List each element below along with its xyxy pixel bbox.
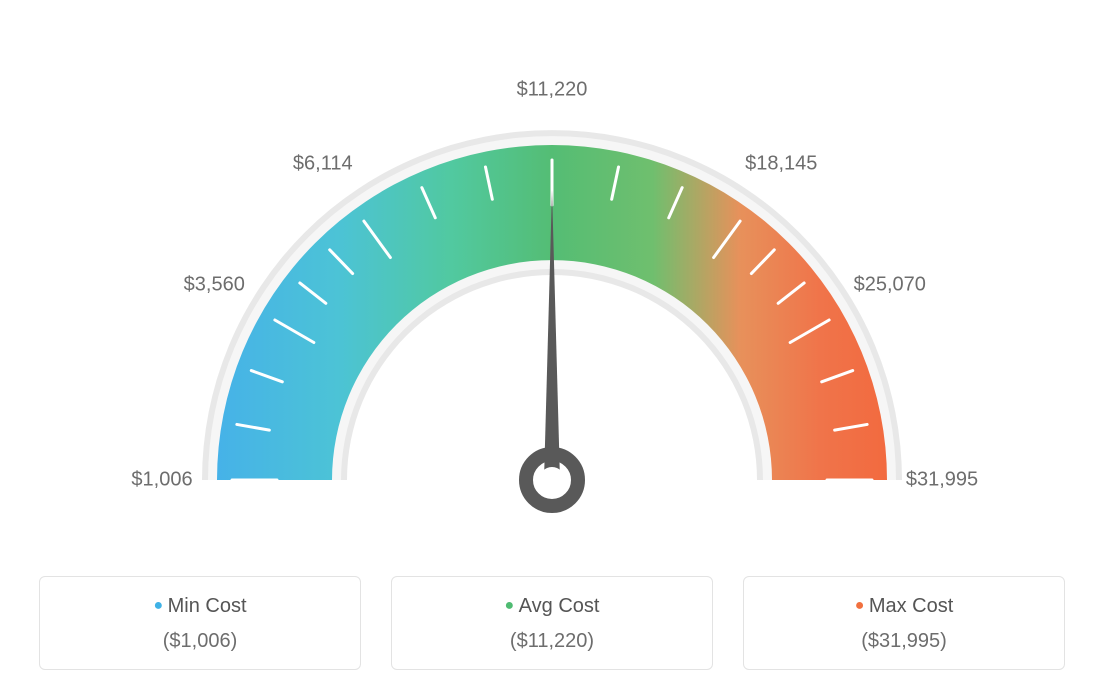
legend: Min Cost ($1,006) Avg Cost ($11,220) Max…	[0, 576, 1104, 670]
min-cost-card: Min Cost ($1,006)	[39, 576, 361, 670]
max-cost-label: Max Cost	[754, 595, 1054, 618]
gauge-tick-label: $6,114	[293, 153, 353, 176]
gauge-tick-label: $18,145	[745, 153, 817, 176]
gauge-tick-label: $31,995	[906, 469, 978, 492]
max-cost-value: ($31,995)	[754, 630, 1054, 653]
min-cost-value: ($1,006)	[50, 630, 350, 653]
max-cost-card: Max Cost ($31,995)	[743, 576, 1065, 670]
avg-cost-card: Avg Cost ($11,220)	[391, 576, 713, 670]
gauge-tick-label: $11,220	[517, 79, 588, 102]
gauge-tick-label: $3,560	[184, 274, 245, 297]
gauge-tick-label: $25,070	[854, 274, 926, 297]
gauge-tick-label: $1,006	[131, 469, 192, 492]
avg-cost-value: ($11,220)	[402, 630, 702, 653]
min-cost-label: Min Cost	[50, 595, 350, 618]
avg-cost-label: Avg Cost	[402, 595, 702, 618]
gauge-chart: $1,006 $3,560 $6,114 $11,220 $18,145 $25,070 $…	[0, 0, 1104, 540]
